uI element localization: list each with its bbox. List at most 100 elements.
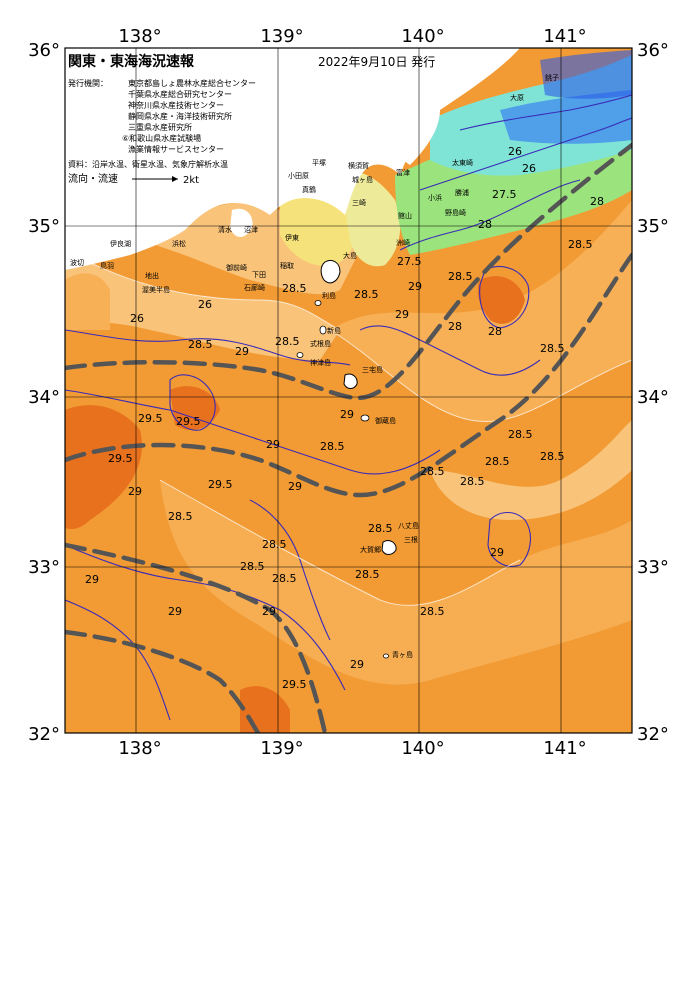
isotherm-label: 28.5	[540, 342, 565, 355]
org-label: 発行機関：	[68, 78, 108, 88]
place-name: 大賀郷	[360, 545, 381, 554]
isotherm-label: 26	[198, 298, 212, 311]
isotherm-label: 29	[266, 438, 280, 451]
place-name: 石廊崎	[244, 283, 265, 292]
isotherm-label: 29.5	[208, 478, 233, 491]
map-frame	[64, 47, 633, 734]
isotherm-ring	[169, 374, 216, 431]
left-lat-label: 33°	[28, 557, 60, 578]
isotherm-ring	[479, 266, 530, 329]
isotherm-label: 28.5	[354, 288, 379, 301]
isotherm-line	[359, 325, 541, 376]
isotherm-ring	[487, 511, 531, 567]
coldest-blue	[540, 50, 632, 99]
isotherm-label: 29.5	[282, 678, 307, 691]
place-name: 利島	[322, 291, 336, 300]
mikura-island	[360, 414, 370, 422]
isotherm-label: 28.5	[355, 568, 380, 581]
place-name: 野島崎	[445, 208, 466, 217]
isotherm-label: 29	[350, 658, 364, 671]
place-name: 地出	[145, 271, 159, 280]
isotherm-label: 29.5	[108, 452, 133, 465]
isotherm-label: 29	[340, 408, 354, 421]
place-name: 清水	[218, 225, 232, 234]
isotherm-label: 29.5	[138, 412, 163, 425]
place-name: 伊東	[285, 233, 299, 242]
place-name: 渥美半島	[142, 285, 170, 294]
white-contour	[65, 249, 341, 331]
isotherm-label: 27.5	[397, 255, 422, 268]
isotherm-label: 28.5	[420, 465, 445, 478]
place-name: 御前崎	[226, 263, 247, 272]
warm-patch-east	[477, 276, 525, 324]
isotherm-label: 29	[235, 345, 249, 358]
white-contour	[329, 329, 632, 422]
current-scale: 2kt	[183, 175, 199, 186]
place-names: 大原 太東崎 勝浦 小浜 館山 洲崎 平塚 横須賀 城ヶ島 三崎 小田原 真鶴 …	[70, 73, 559, 659]
place-name: 銚子	[545, 73, 559, 82]
isotherm-label: 27.5	[492, 188, 517, 201]
place-name: 小田原	[288, 171, 309, 180]
miyake-island	[343, 373, 358, 389]
place-name: 青ヶ島	[392, 650, 413, 659]
isotherm-label: 29	[262, 605, 276, 618]
isotherm-label: 28.5	[282, 282, 307, 295]
isotherm-line	[419, 117, 632, 191]
place-name: 沼津	[244, 225, 258, 234]
place-name: 三宅島	[362, 365, 383, 374]
light-band-3	[65, 250, 340, 360]
place-name: 小浜	[428, 193, 442, 202]
kuroshio-front	[65, 142, 632, 733]
place-name: 大原	[510, 93, 524, 102]
isotherm-label: 26	[522, 162, 536, 175]
aogashima-island	[383, 653, 389, 659]
isotherm-label: 28.5	[240, 560, 265, 573]
place-name: 御蔵島	[375, 416, 396, 425]
place-name: 平塚	[312, 158, 326, 167]
isotherm-line	[249, 499, 331, 641]
right-axis-labels: 36° 35° 34° 33° 32°	[637, 40, 669, 745]
right-lat-label: 34°	[637, 387, 669, 408]
isotherm-labels: 26 26 26 26 27.5 27.5 28 28 28 28 28.5 2…	[85, 145, 604, 691]
place-name: 下田	[252, 271, 266, 279]
land	[65, 48, 520, 659]
isotherm-label: 29	[128, 485, 142, 498]
place-name: 式根島	[310, 339, 331, 348]
right-lat-label: 35°	[637, 216, 669, 237]
front-line-east	[65, 542, 328, 733]
place-name: 富津	[396, 168, 410, 177]
place-name: 城ヶ島	[352, 175, 373, 184]
isotherm-label: 28.5	[168, 510, 193, 523]
kozushima-island	[296, 352, 304, 358]
left-lat-label: 32°	[28, 724, 60, 745]
isotherm-label: 28.5	[485, 455, 510, 468]
isotherm-label: 29	[168, 605, 182, 618]
isotherm-label: 29	[395, 308, 409, 321]
place-name: 真鶴	[302, 185, 316, 194]
white-contour	[159, 479, 521, 606]
isotherm-line	[65, 329, 351, 366]
org-name: 漁業情報サービスセンター	[128, 144, 224, 154]
sagami-bay	[280, 195, 355, 266]
org-name: 三重県水産研究所	[128, 122, 192, 132]
left-lat-label: 36°	[28, 40, 60, 61]
isotherm-line	[459, 94, 632, 131]
place-name: 横須賀	[348, 161, 369, 170]
map-title: 関東・東海海況速報	[68, 53, 195, 70]
org-name: ⑥和歌山県水産試験場	[122, 133, 201, 143]
place-name: 八丈島	[398, 521, 419, 530]
isotherm-label: 29.5	[176, 415, 201, 428]
tokyo-bay-mouth	[340, 171, 401, 267]
place-name: 洲崎	[396, 238, 410, 247]
org-name: 神奈川県水産技術センター	[128, 100, 224, 110]
place-name: 波切	[70, 258, 84, 267]
place-name: 稲取	[280, 261, 294, 270]
arrow-head-icon	[172, 176, 178, 182]
isotherm-label: 28.5	[568, 238, 593, 251]
left-lat-label: 34°	[28, 387, 60, 408]
top-lon-label: 139°	[260, 26, 303, 47]
right-lat-label: 33°	[637, 557, 669, 578]
left-lat-label: 35°	[28, 216, 60, 237]
front-line-south	[65, 252, 632, 498]
front-line-north	[65, 142, 632, 401]
